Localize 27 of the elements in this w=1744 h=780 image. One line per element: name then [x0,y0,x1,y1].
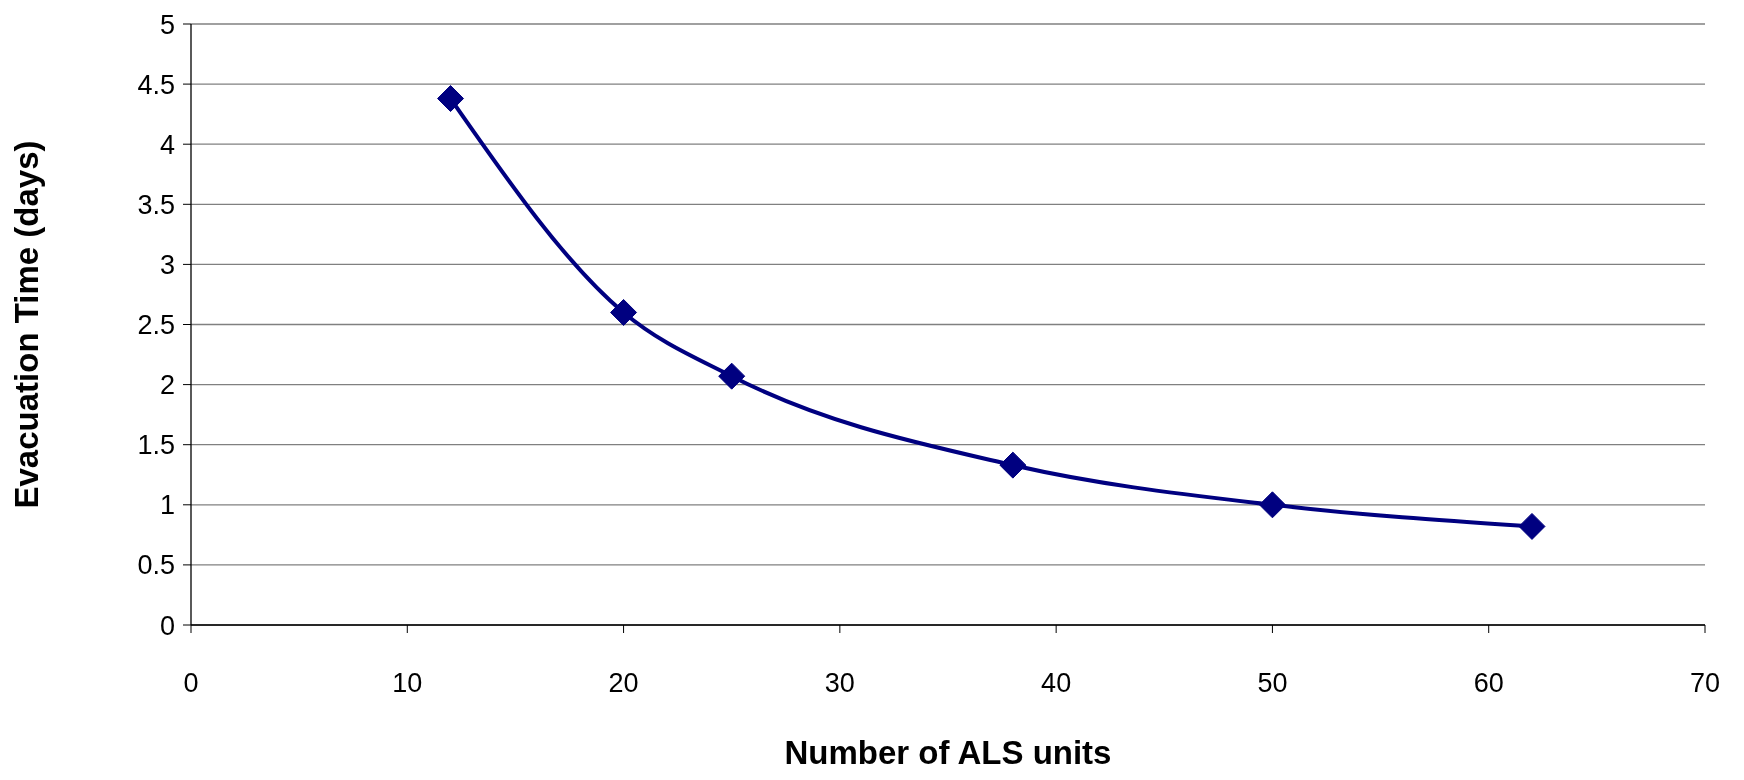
y-tick-label: 4 [159,129,175,160]
y-tick-label: 3.5 [137,189,175,220]
x-tick-label: 20 [608,668,639,699]
point [437,85,465,113]
x-tick-label: 0 [183,668,199,699]
point [999,451,1027,479]
point [610,298,638,326]
point [1518,512,1546,540]
y-tick-label: 4.5 [137,69,175,100]
y-tick-label: 2 [159,370,175,401]
y-tick-label: 2.5 [137,310,175,341]
point [718,362,746,390]
y-tick-label: 0 [159,610,175,641]
x-tick-label: 30 [824,668,855,699]
x-tick-label: 60 [1473,668,1504,699]
y-axis-title: Evacuation Time (days) [7,140,45,509]
y-tick-label: 1 [159,490,175,521]
x-tick-label: 70 [1689,668,1721,699]
y-tick-label: 3 [159,249,175,280]
x-axis-title: Number of ALS units [784,734,1112,771]
y-tick-label: 0.5 [137,550,175,581]
point [1258,491,1286,519]
x-tick-label: 40 [1041,668,1072,699]
y-tick-label: 5 [159,9,175,40]
y-tick-label: 1.5 [137,430,175,461]
x-tick-label: 10 [392,668,423,699]
x-tick-label: 50 [1257,668,1288,699]
